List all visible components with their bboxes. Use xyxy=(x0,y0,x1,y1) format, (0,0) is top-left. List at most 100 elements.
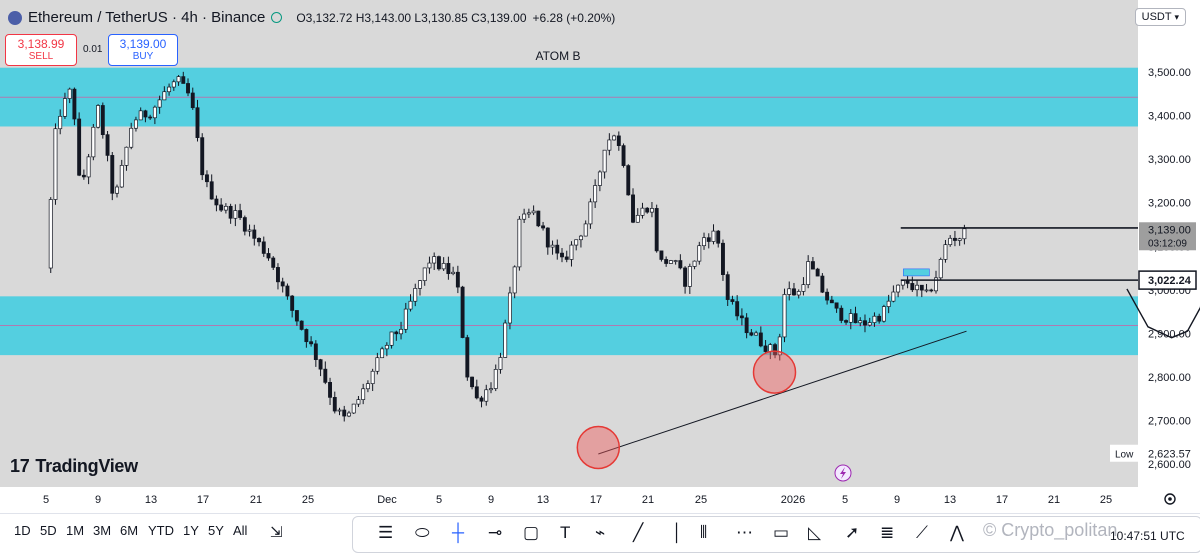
timeframe-5y[interactable]: 5Y xyxy=(208,523,224,538)
buy-button[interactable]: 3,139.00 BUY xyxy=(108,34,178,66)
x-tick-label: 2026 xyxy=(781,494,805,506)
x-tick-label: 13 xyxy=(145,494,157,506)
candle-body xyxy=(711,230,716,242)
timeframe-ytd[interactable]: YTD xyxy=(148,523,174,538)
candle-body xyxy=(787,288,792,295)
candle-body xyxy=(200,137,205,176)
bars-pattern-icon[interactable]: ⫴ xyxy=(700,523,708,542)
time-axis-background xyxy=(0,487,1200,513)
candle-body xyxy=(252,229,257,239)
arrow-icon[interactable]: ➚ xyxy=(845,523,860,542)
currency-selector[interactable]: USDT ▾ xyxy=(1134,8,1186,26)
candle-body xyxy=(129,127,134,148)
candle-body xyxy=(829,299,834,304)
candle-body xyxy=(313,343,318,360)
candle-body xyxy=(768,344,773,352)
path-icon[interactable]: ⌁ xyxy=(595,523,606,542)
candle-body xyxy=(588,201,593,225)
utc-clock[interactable]: 10:47:51 UTC xyxy=(1110,529,1185,543)
spread-value: 0.01 xyxy=(83,44,103,55)
candle-body xyxy=(640,207,645,216)
timeframe-6m[interactable]: 6M xyxy=(120,523,139,538)
timeframe-all[interactable]: All xyxy=(233,523,248,538)
candle-body xyxy=(943,244,948,260)
candle-body xyxy=(541,225,546,229)
candle-body xyxy=(337,409,342,412)
candle-body xyxy=(323,368,328,383)
candle-body xyxy=(607,139,612,151)
candle-body xyxy=(86,156,91,178)
timeframe-5d[interactable]: 5D xyxy=(40,523,57,538)
measure-icon[interactable]: ⊸ xyxy=(488,523,503,542)
candle-body xyxy=(304,329,309,343)
candle-body xyxy=(782,294,787,338)
trend-line-icon[interactable]: ╱ xyxy=(633,523,644,542)
candle-body xyxy=(115,186,119,194)
candle-body xyxy=(777,336,782,356)
candle-body xyxy=(181,76,186,84)
candle-body xyxy=(934,277,938,292)
candle-body xyxy=(266,253,271,259)
candle-body xyxy=(214,198,219,206)
candle-body xyxy=(271,257,276,268)
candle-body xyxy=(749,332,754,336)
horizontal-lines-icon[interactable]: ☰ xyxy=(378,523,394,542)
candle-body xyxy=(654,208,659,252)
candle-body xyxy=(616,135,621,146)
shape-icon[interactable]: ⬭ xyxy=(415,523,430,542)
pattern-icon[interactable]: ⋀ xyxy=(950,523,964,542)
date-range-icon[interactable]: ⇲ xyxy=(270,524,283,541)
lightning-icon[interactable] xyxy=(834,464,852,482)
candle-body xyxy=(825,291,830,301)
sell-label: SELL xyxy=(28,51,54,62)
candle-body xyxy=(730,299,735,302)
crosshair-icon[interactable]: ┼ xyxy=(452,523,465,542)
trend-line xyxy=(598,330,967,455)
triangle-icon[interactable]: ◺ xyxy=(808,523,822,542)
candle-body xyxy=(602,149,607,173)
ray-icon[interactable]: ⋯ xyxy=(736,523,753,542)
timeframe-1y[interactable]: 1Y xyxy=(183,523,199,538)
candle-body xyxy=(176,76,181,83)
polyline-icon[interactable]: ⟋ xyxy=(916,523,928,542)
candle-body xyxy=(915,284,920,291)
candle-body xyxy=(536,210,541,227)
candle-body xyxy=(881,306,886,322)
candle-body xyxy=(517,218,522,268)
text-tool-icon[interactable]: T xyxy=(560,523,571,542)
candle-body xyxy=(867,322,872,326)
timeframe-1d[interactable]: 1D xyxy=(14,523,31,538)
candle-body xyxy=(645,207,650,213)
x-tick-label: 25 xyxy=(1100,494,1112,506)
candle-body xyxy=(332,397,337,412)
candle-body xyxy=(209,181,214,200)
candle-body xyxy=(408,300,413,310)
vertical-line-icon[interactable]: │ xyxy=(672,523,683,542)
candle-body xyxy=(318,359,323,370)
gear-icon[interactable] xyxy=(1164,493,1176,505)
tradingview-logo: 17 TradingView xyxy=(10,456,138,477)
candle-body xyxy=(205,174,209,183)
current-price-badge xyxy=(1139,222,1196,251)
candle-body xyxy=(138,110,143,121)
candle-body xyxy=(380,348,385,359)
x-tick-label: 13 xyxy=(537,494,549,506)
sell-button[interactable]: 3,138.99 SELL xyxy=(5,34,77,66)
candle-body xyxy=(489,388,493,391)
candle-body xyxy=(891,291,896,302)
symbol-title[interactable]: Ethereum / TetherUS · 4h · Binance xyxy=(28,9,266,26)
level-price-badge xyxy=(1138,270,1197,290)
candle-body xyxy=(261,241,266,254)
drawing-toolbar xyxy=(352,516,1200,553)
candle-body xyxy=(555,244,560,254)
timeframe-3m[interactable]: 3M xyxy=(93,523,112,538)
candle-body xyxy=(735,301,740,317)
rectangle-icon[interactable]: ▢ xyxy=(523,523,540,542)
long-position-icon[interactable]: ▭ xyxy=(773,523,790,542)
fib-icon[interactable]: ≣ xyxy=(880,523,895,542)
low-price-label: 2,623.57 xyxy=(1148,449,1191,461)
timeframe-1m[interactable]: 1M xyxy=(66,523,85,538)
candle-body xyxy=(792,288,796,296)
candle-body xyxy=(853,313,858,324)
